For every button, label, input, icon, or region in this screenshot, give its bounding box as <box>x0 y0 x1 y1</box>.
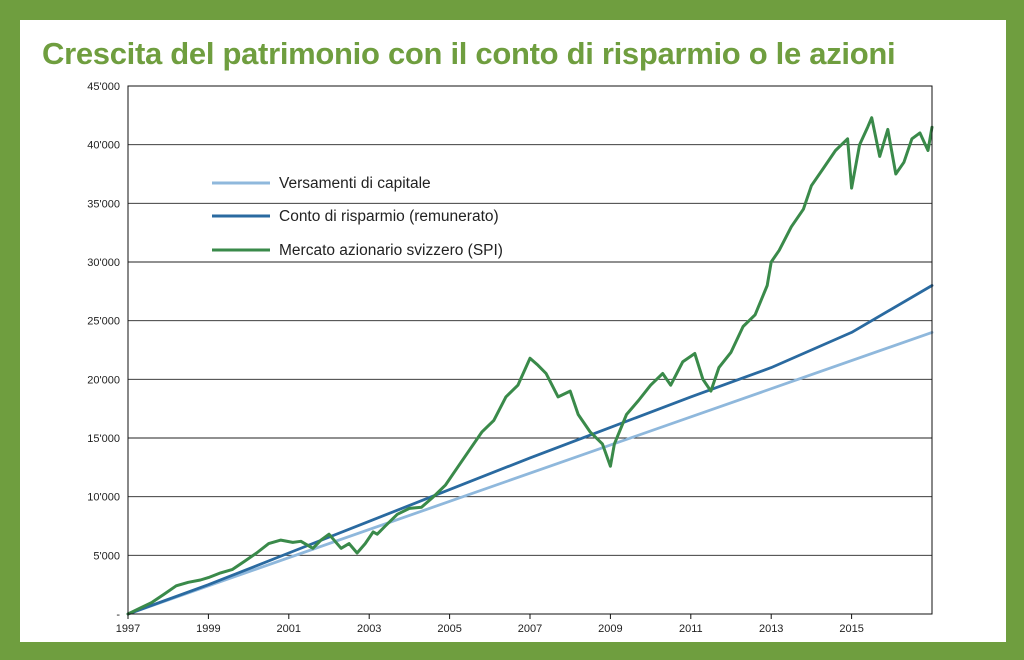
x-tick-label: 2007 <box>518 623 542 635</box>
x-tick-label: 2009 <box>598 623 622 635</box>
legend-label: Conto di risparmio (remunerato) <box>279 208 499 225</box>
chart-panel <box>20 20 1006 642</box>
y-axis-ticks: - 5'000 10'000 15'000 20'000 25'000 30'000 35'0… <box>87 81 120 621</box>
x-tick-label: 2003 <box>357 623 381 635</box>
y-tick-label: 15'000 <box>87 433 120 445</box>
x-tick-label: 2013 <box>759 623 783 635</box>
y-tick-label: 35'000 <box>87 198 120 210</box>
y-tick-label: 5'000 <box>93 550 120 562</box>
x-axis-ticks: 1997 1999 2001 2003 2005 2007 2009 2011 2013 2015 <box>116 614 864 635</box>
y-tick-label: 40'000 <box>87 140 120 152</box>
x-tick-label: 2015 <box>839 623 863 635</box>
series-lines <box>126 116 934 616</box>
x-tick-label: 2011 <box>679 623 703 635</box>
legend-label: Mercato azionario svizzero (SPI) <box>279 242 503 259</box>
series-line-versamenti-line <box>126 331 934 616</box>
legend-label: Versamenti di capitale <box>279 175 431 192</box>
legend: Versamenti di capitale Conto di risparmio… <box>212 175 503 259</box>
x-tick-label: 2005 <box>437 623 461 635</box>
y-tick-label: - <box>116 609 120 621</box>
y-tick-label: 45'000 <box>87 81 120 93</box>
chart-title: Crescita del patrimonio con il conto di … <box>42 36 896 71</box>
x-tick-label: 2001 <box>277 623 301 635</box>
series-line-spi-line <box>126 116 934 616</box>
y-tick-label: 20'000 <box>87 374 120 386</box>
x-tick-label: 1997 <box>116 623 140 635</box>
y-tick-label: 30'000 <box>87 257 120 269</box>
series-line-conto-line <box>126 284 934 616</box>
y-tick-label: 10'000 <box>87 492 120 504</box>
y-tick-label: 25'000 <box>87 316 120 328</box>
x-tick-label: 1999 <box>196 623 220 635</box>
